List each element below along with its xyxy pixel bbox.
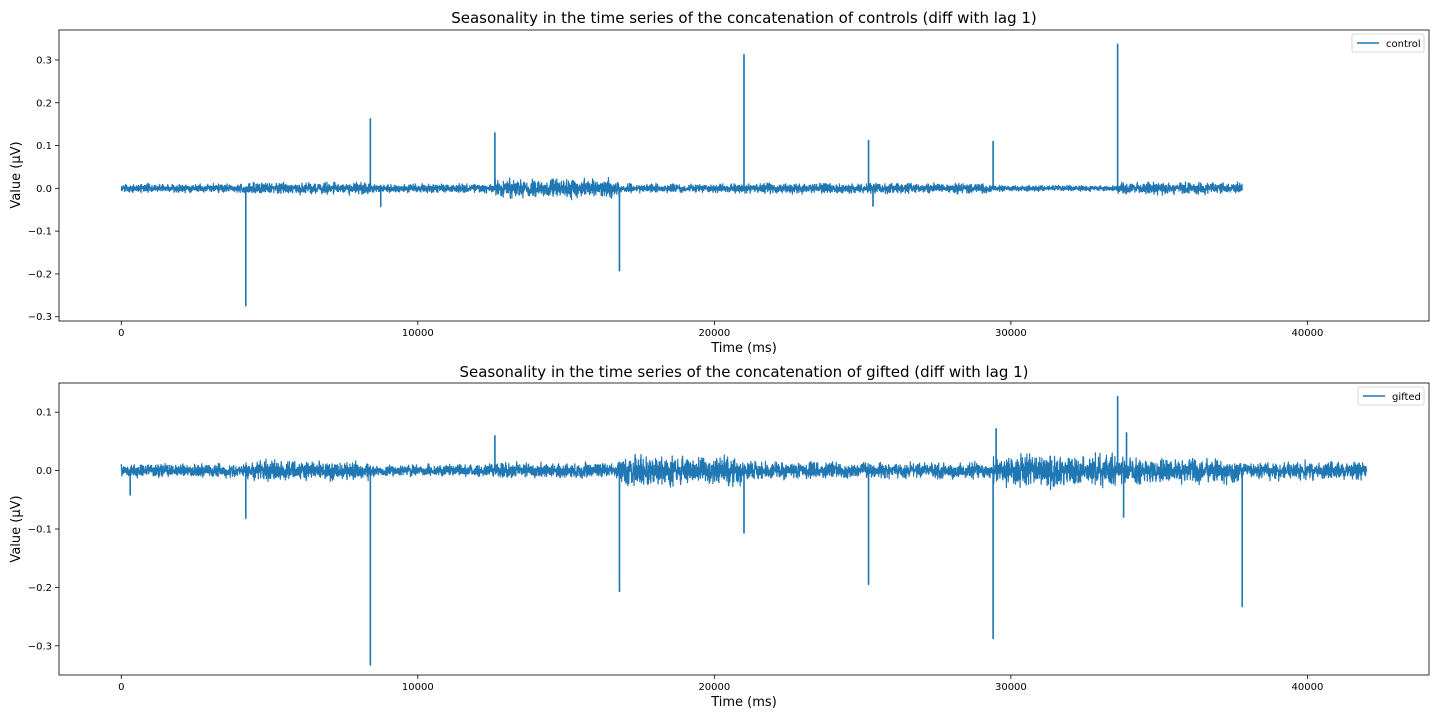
y-tick-label: 0.0 (36, 466, 52, 477)
x-tick-label: 0 (118, 328, 124, 339)
y-tick-label: 0.3 (36, 55, 52, 66)
x-tick-label: 0 (118, 682, 124, 693)
y-tick-label: −0.3 (28, 312, 52, 323)
x-axis-label: Time (ms) (710, 695, 777, 710)
chart-title: Seasonality in the time series of the co… (451, 9, 1037, 27)
y-tick-label: −0.3 (28, 641, 52, 652)
x-tick-label: 30000 (995, 328, 1027, 339)
legend-box (1351, 33, 1425, 53)
y-tick-label: 0.2 (36, 98, 52, 109)
chart-panel-gifted: Seasonality in the time series of the co… (9, 363, 1430, 710)
x-tick-label: 20000 (698, 328, 730, 339)
x-tick-label: 10000 (402, 328, 434, 339)
legend-box (1357, 386, 1425, 406)
y-tick-label: −0.2 (28, 583, 52, 594)
legend: gifted (1357, 386, 1425, 406)
legend: control (1351, 33, 1425, 53)
x-tick-label: 20000 (698, 682, 730, 693)
y-tick-label: −0.1 (28, 227, 52, 238)
y-axis-label: Value (μV) (9, 495, 24, 562)
series-line-control (120, 43, 1243, 307)
plot-area-frame (58, 29, 1430, 322)
x-tick-label: 40000 (1292, 328, 1324, 339)
chart-title: Seasonality in the time series of the co… (459, 363, 1028, 381)
legend-entry-control: control (1386, 39, 1421, 50)
y-tick-label: 0.1 (36, 141, 52, 152)
legend-entry-gifted: gifted (1392, 392, 1421, 403)
axis-ticks: 0 10000 20000 30000 40000 −0.3 −0.2 −0.1 0.0 0.1 (28, 408, 1324, 693)
y-tick-label: 0.1 (36, 408, 52, 419)
y-axis-label: Value (μV) (9, 141, 24, 208)
axis-ticks: 0 10000 20000 30000 40000 −0.3 −0.2 −0.1 0.0 0.1 0… (28, 55, 1324, 339)
x-tick-label: 10000 (402, 682, 434, 693)
x-axis-label: Time (ms) (710, 341, 777, 356)
series-trace (120, 43, 1243, 307)
y-tick-label: −0.1 (28, 525, 52, 536)
x-tick-label: 40000 (1292, 682, 1324, 693)
series-trace (120, 395, 1368, 666)
x-tick-label: 30000 (995, 682, 1027, 693)
series-line-gifted (120, 395, 1368, 666)
y-tick-label: 0.0 (36, 184, 52, 195)
y-tick-label: −0.2 (28, 269, 52, 280)
chart-panel-controls: Seasonality in the time series of the co… (9, 9, 1430, 356)
